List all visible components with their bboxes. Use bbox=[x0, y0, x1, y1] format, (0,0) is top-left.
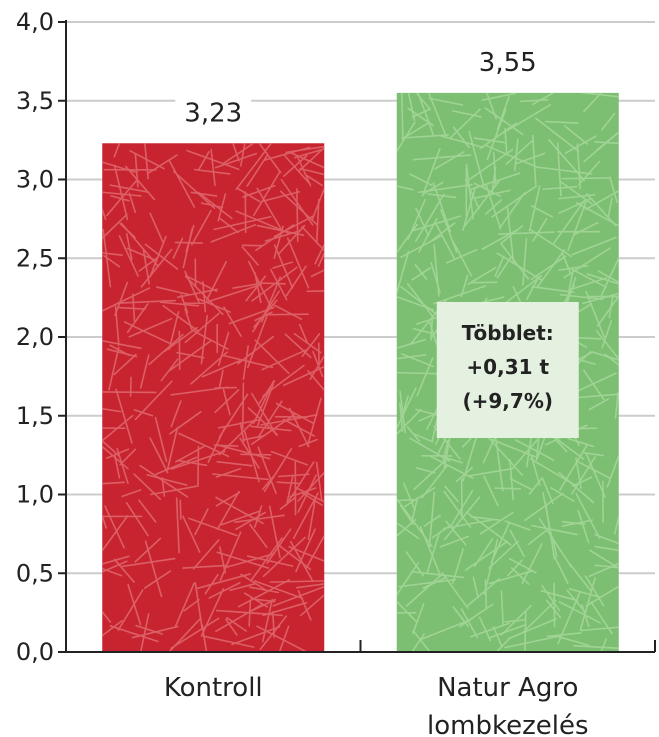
annotation-text: (+9,7%) bbox=[462, 389, 553, 413]
y-tick-label: 0,0 bbox=[16, 638, 54, 666]
data-label: 3,55 bbox=[479, 48, 537, 78]
y-tick-label: 1,0 bbox=[16, 481, 54, 509]
y-tick-label: 3,5 bbox=[16, 87, 54, 115]
bar-texture bbox=[102, 143, 325, 652]
y-tick-label: 2,0 bbox=[16, 323, 54, 351]
y-tick-label: 1,5 bbox=[16, 402, 54, 430]
data-label: 3,23 bbox=[184, 98, 242, 128]
data-label-bg bbox=[469, 44, 546, 79]
x-category-label: Natur Agro bbox=[437, 673, 578, 703]
annotation-box bbox=[436, 302, 579, 438]
data-label-bg bbox=[175, 95, 252, 130]
y-tick-label: 3,0 bbox=[16, 166, 54, 194]
annotation-text: Többlet: bbox=[462, 321, 554, 345]
annotation-text: +0,31 t bbox=[466, 355, 549, 379]
x-category-label: Kontroll bbox=[164, 673, 263, 703]
y-tick-label: 4,0 bbox=[16, 8, 54, 36]
bar bbox=[102, 143, 325, 652]
y-tick-label: 2,5 bbox=[16, 244, 54, 272]
labels: 0,0 0,5 1,0 1,5 2,0 2,5 3,0 3,5 4,0 3,23 Kontroll 3… bbox=[16, 8, 589, 737]
axes bbox=[58, 20, 656, 653]
y-tick-label: 0,5 bbox=[16, 559, 54, 587]
x-category-label: lombkezelés bbox=[427, 711, 589, 737]
